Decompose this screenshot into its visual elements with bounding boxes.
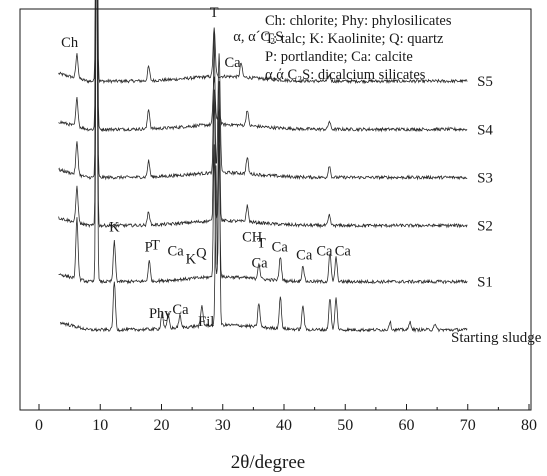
x-tick-label: 30 xyxy=(215,417,231,434)
series-label: Starting sludge xyxy=(451,330,542,346)
peak-annotation: Ca xyxy=(172,302,189,318)
x-tick-label: 10 xyxy=(92,417,108,434)
legend-entry: P: portlandite; Ca: calcite xyxy=(265,49,413,65)
peak-annotations: TTα, α´C₂SChCaKPTCaKQCHTCaCaCaCaCaPhyCaF… xyxy=(61,5,352,330)
trace-starting-sludge xyxy=(60,104,468,333)
legend-entry: α,ά C₂S: dicalcium silicates xyxy=(265,67,426,83)
series-label: S2 xyxy=(477,219,493,235)
x-tick-label: 40 xyxy=(276,417,292,434)
peak-annotation: Ca xyxy=(316,244,333,260)
trace-s2 xyxy=(58,0,468,229)
x-tick-label: 50 xyxy=(337,417,353,434)
peak-annotation: T xyxy=(210,5,219,21)
peak-annotation: Ca xyxy=(296,248,313,264)
peak-annotation: K xyxy=(109,220,120,236)
x-tick-label: 70 xyxy=(460,417,476,434)
series-label: S4 xyxy=(477,122,493,138)
peak-annotation: Ch xyxy=(61,35,79,51)
x-axis-ticks: 0 10 20 30 40 50 60 70 80 xyxy=(35,404,537,434)
peak-annotation: Ca xyxy=(224,55,241,71)
series-labels: S5 S4 S3 S2 S1 Starting sludge xyxy=(451,74,542,346)
peak-annotation: α, α´C₂S xyxy=(233,29,283,45)
trace-s1 xyxy=(58,0,468,285)
series-label: S5 xyxy=(477,74,493,90)
diffraction-traces xyxy=(58,0,468,333)
trace-s5 xyxy=(58,0,468,85)
peak-annotation: K xyxy=(186,252,197,268)
peak-annotation: Ca xyxy=(251,256,268,272)
legend: Ch: chlorite; Phy: phylosilicates T: talc… xyxy=(265,13,452,83)
x-tick-label: 20 xyxy=(154,417,170,434)
peak-annotation: Ca xyxy=(168,244,185,260)
legend-entry: T: talc; K: Kaolinite; Q: quartz xyxy=(265,31,444,47)
peak-annotation: T xyxy=(257,236,266,252)
peak-annotation: Ca xyxy=(272,240,289,256)
peak-annotation: T xyxy=(151,238,160,254)
trace-s3 xyxy=(58,0,468,181)
peak-annotation: Phy xyxy=(149,306,172,322)
peak-annotation: Fil xyxy=(198,314,214,330)
legend-entry: Ch: chlorite; Phy: phylosilicates xyxy=(265,13,452,29)
series-label: S1 xyxy=(477,275,493,291)
series-label: S3 xyxy=(477,170,493,186)
axes xyxy=(19,8,532,411)
peak-annotation: CH xyxy=(242,230,263,246)
x-tick-label: 80 xyxy=(521,417,537,434)
x-axis-title: 2θ/degree xyxy=(231,452,306,473)
x-tick-label: 0 xyxy=(35,417,43,434)
peak-annotation: Q xyxy=(196,246,207,262)
plot-frame xyxy=(19,8,532,411)
peak-annotation: Ca xyxy=(335,244,352,260)
trace-s4 xyxy=(58,0,468,133)
peak-annotation: P xyxy=(145,240,153,256)
x-tick-label: 60 xyxy=(399,417,415,434)
